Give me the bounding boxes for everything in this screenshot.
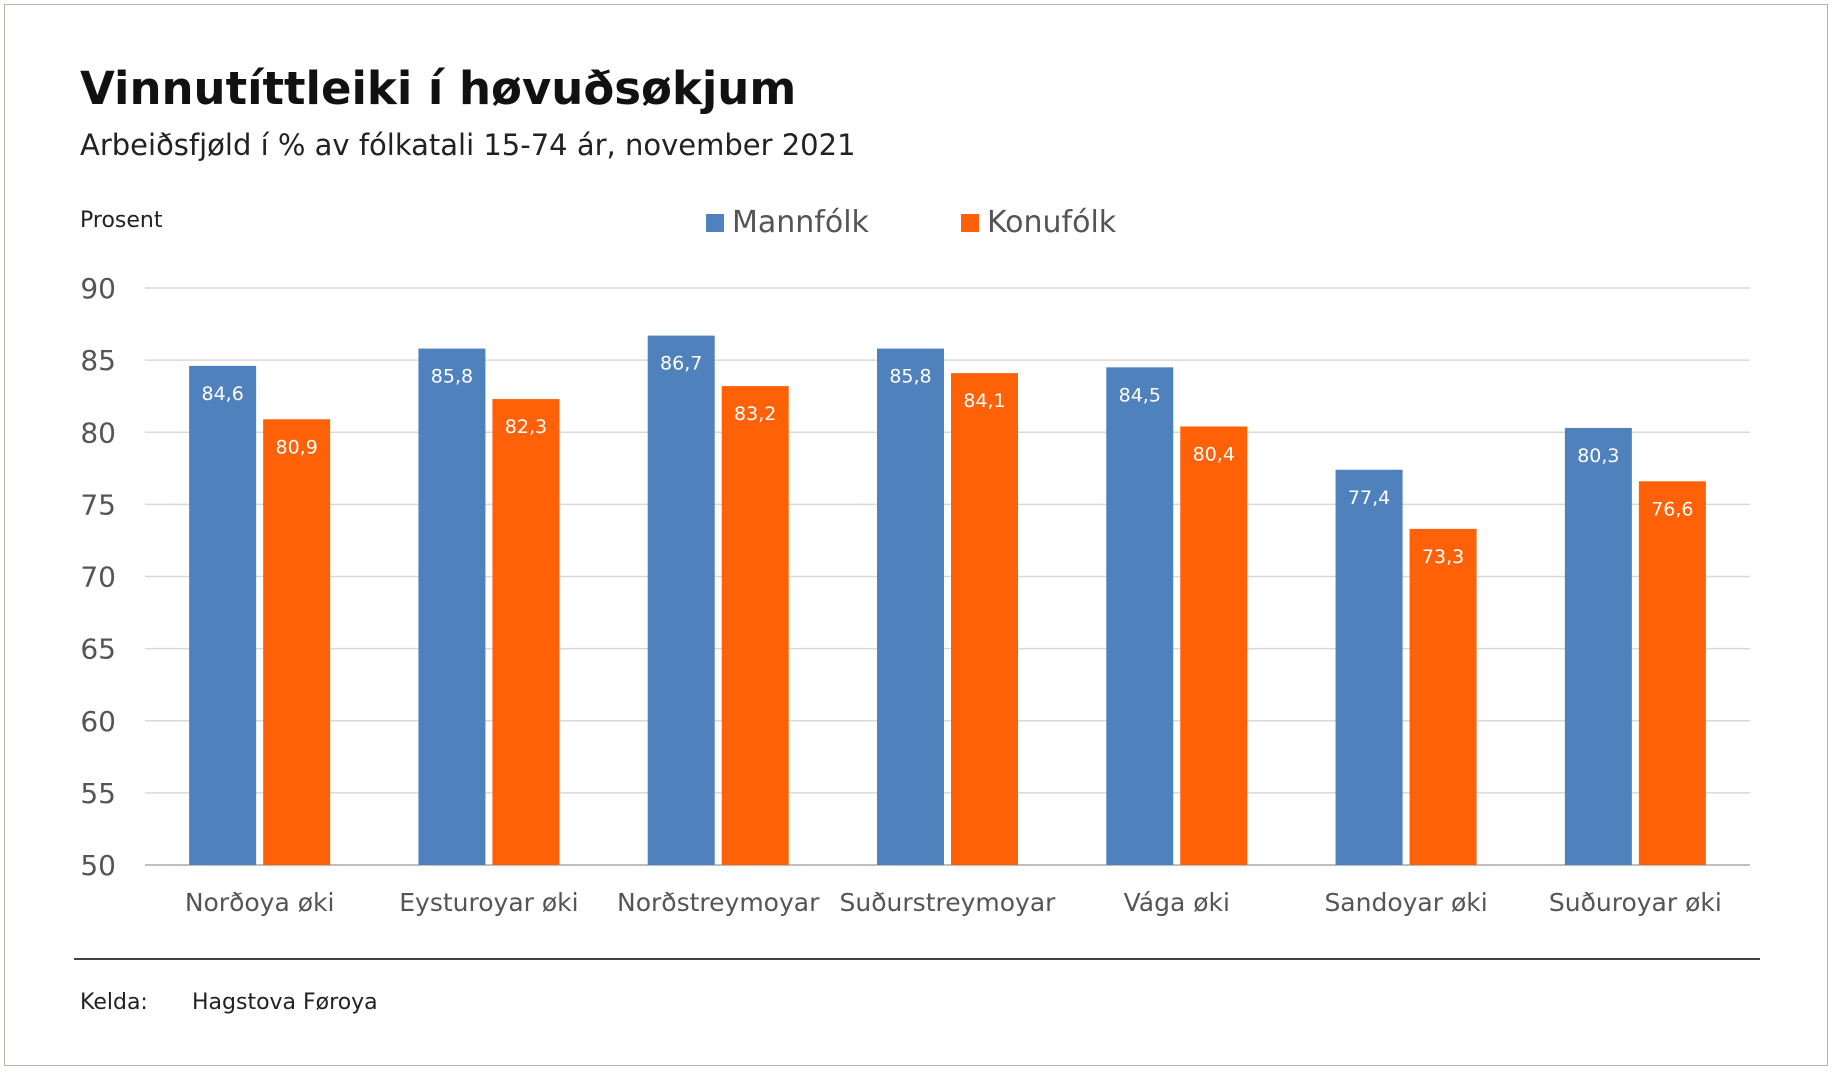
y-tick-label-50: 50 — [80, 849, 116, 882]
legend-label-mannfolk: Mannfólk — [732, 205, 869, 240]
y-tick-label-70: 70 — [80, 561, 116, 594]
bar-konufolk-5 — [1409, 528, 1477, 865]
legend-swatch-konufolk — [961, 213, 979, 232]
legend: Mannfólk Konufólk — [0, 205, 1835, 245]
data-label-konufolk-0: 80,9 — [275, 436, 317, 458]
y-tick-label-80: 80 — [80, 416, 116, 449]
y-tick-label-60: 60 — [80, 705, 116, 738]
data-label-konufolk-3: 84,1 — [963, 390, 1005, 412]
x-tick-label-3: Suðurstreymoyar — [840, 888, 1057, 917]
legend-item-konufolk: Konufólk — [961, 205, 1116, 240]
bar-konufolk-3 — [951, 373, 1018, 865]
data-label-mannfolk-5: 77,4 — [1348, 487, 1390, 509]
data-label-konufolk-5: 73,3 — [1422, 546, 1464, 568]
data-label-mannfolk-0: 84,6 — [201, 383, 243, 405]
x-tick-label-5: Sandoyar øki — [1324, 888, 1487, 917]
bar-konufolk-2 — [721, 386, 789, 865]
data-label-mannfolk-2: 86,7 — [660, 353, 702, 375]
legend-label-konufolk: Konufólk — [987, 205, 1117, 240]
bar-mannfolk-4 — [1106, 367, 1174, 865]
y-tick-label-90: 90 — [80, 272, 116, 305]
data-label-mannfolk-1: 85,8 — [431, 366, 473, 388]
bar-mannfolk-2 — [647, 335, 715, 865]
data-label-konufolk-6: 76,6 — [1651, 498, 1693, 520]
y-tick-label-75: 75 — [80, 488, 116, 521]
data-label-mannfolk-3: 85,8 — [889, 366, 931, 388]
y-tick-label-65: 65 — [80, 633, 116, 666]
bar-mannfolk-3 — [877, 348, 944, 866]
y-tick-label-85: 85 — [80, 344, 116, 377]
bar-konufolk-6 — [1638, 481, 1706, 865]
x-tick-label-6: Suðuroyar øki — [1549, 888, 1722, 917]
legend-swatch-mannfolk — [706, 213, 724, 232]
bar-konufolk-1 — [492, 399, 560, 865]
bar-mannfolk-0 — [189, 365, 257, 865]
x-tick-label-2: Norðstreymoyar — [617, 888, 820, 917]
bar-mannfolk-6 — [1564, 427, 1632, 865]
bar-mannfolk-1 — [418, 348, 486, 866]
data-label-konufolk-1: 82,3 — [505, 416, 547, 438]
data-label-mannfolk-6: 80,3 — [1577, 445, 1619, 467]
bar-mannfolk-5 — [1335, 469, 1403, 865]
x-tick-label-4: Vága øki — [1124, 888, 1230, 917]
footer-divider — [74, 958, 1760, 960]
data-label-mannfolk-4: 84,5 — [1119, 384, 1161, 406]
legend-item-mannfolk: Mannfólk — [706, 205, 869, 240]
source-label: Kelda: — [80, 990, 148, 1015]
data-label-konufolk-2: 83,2 — [734, 403, 776, 425]
y-tick-label-55: 55 — [80, 777, 116, 810]
chart-subtitle: Arbeiðsfjøld í % av fólkatali 15-74 ár, … — [80, 128, 856, 162]
x-tick-label-0: Norðoya øki — [185, 888, 335, 917]
y-axis-label: Prosent — [80, 208, 163, 233]
chart-title: Vinnutíttleiki í høvuðsøkjum — [80, 62, 797, 115]
bar-konufolk-0 — [263, 419, 331, 865]
x-tick-label-1: Eysturoyar øki — [399, 888, 578, 917]
data-label-konufolk-4: 80,4 — [1193, 443, 1235, 465]
source-value: Hagstova Føroya — [192, 990, 378, 1015]
bar-konufolk-4 — [1180, 426, 1248, 865]
